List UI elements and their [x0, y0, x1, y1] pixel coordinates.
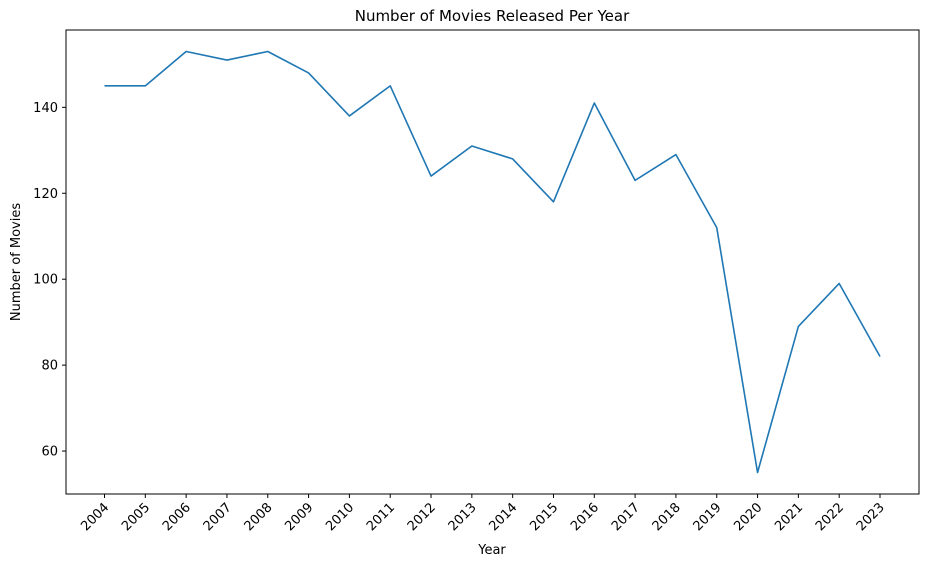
x-tick-label: 2010 — [323, 500, 357, 534]
x-tick-label: 2004 — [78, 500, 112, 534]
x-tick-label: 2009 — [282, 500, 316, 534]
y-tick-label: 100 — [33, 273, 58, 288]
x-tick-label: 2019 — [691, 500, 725, 534]
x-axis: 2004 2005 2006 2007 2008 2009 2010 2011 2012 2013… — [78, 494, 888, 534]
x-tick-label: 2011 — [364, 500, 398, 534]
x-tick-label: 2021 — [772, 500, 806, 534]
x-axis-label: Year — [477, 543, 506, 558]
x-tick-label: 2015 — [527, 500, 561, 534]
x-tick-label: 2006 — [160, 500, 194, 534]
x-tick-label: 2012 — [405, 500, 439, 534]
y-tick-label: 120 — [33, 187, 58, 202]
x-tick-label: 2016 — [568, 500, 602, 534]
x-tick-label: 2023 — [854, 500, 888, 534]
x-tick-label: 2008 — [242, 500, 276, 534]
x-tick-label: 2013 — [446, 500, 480, 534]
y-tick-label: 60 — [41, 445, 58, 460]
x-tick-label: 2020 — [731, 500, 765, 534]
y-axis: 60 80 100 120 140 — [33, 101, 66, 460]
chart-title: Number of Movies Released Per Year — [355, 7, 630, 25]
y-axis-label: Number of Movies — [9, 203, 24, 321]
x-tick-label: 2005 — [119, 500, 153, 534]
x-tick-label: 2014 — [486, 500, 520, 534]
x-tick-label: 2017 — [609, 500, 643, 534]
y-tick-label: 80 — [41, 359, 58, 374]
plot-area — [65, 29, 920, 495]
series-line — [104, 50, 881, 474]
x-tick-label: 2018 — [650, 500, 684, 534]
x-tick-label: 2007 — [201, 500, 235, 534]
y-tick-label: 140 — [33, 101, 58, 116]
x-tick-label: 2022 — [813, 500, 847, 534]
